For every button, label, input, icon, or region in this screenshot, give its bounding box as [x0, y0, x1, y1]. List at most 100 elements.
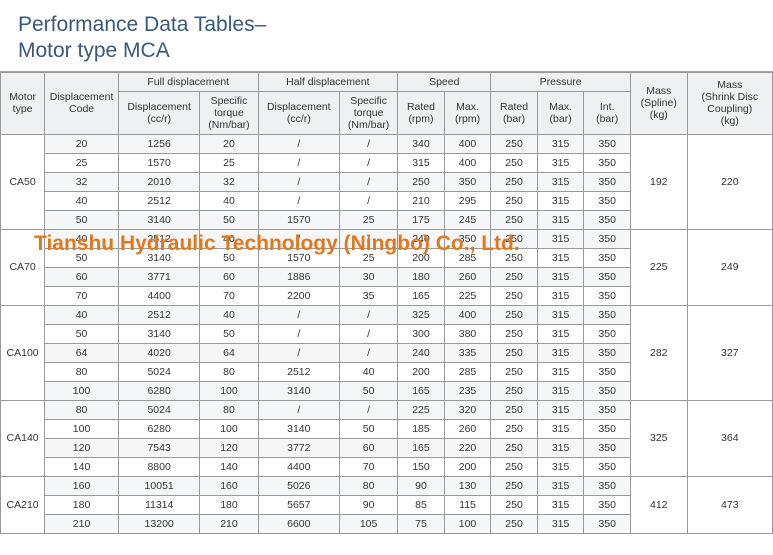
cell-rb: 250 — [491, 514, 538, 533]
cell-mb: 315 — [537, 362, 584, 381]
h-full-torque: Specifictorque(Nm/bar) — [200, 91, 258, 134]
cell-ft: 210 — [200, 514, 258, 533]
cell-rb: 250 — [491, 153, 538, 172]
cell-mb: 315 — [537, 286, 584, 305]
mass-spline-cell: 325 — [630, 400, 687, 476]
cell-hd: 1886 — [258, 267, 339, 286]
cell-ib: 350 — [584, 191, 631, 210]
cell-fd: 6280 — [118, 419, 199, 438]
cell-mr: 225 — [444, 286, 491, 305]
cell-code: 80 — [45, 400, 119, 419]
mass-spline-cell: 412 — [630, 476, 687, 533]
cell-mb: 315 — [537, 343, 584, 362]
cell-hd: / — [258, 305, 339, 324]
cell-hd: 3140 — [258, 419, 339, 438]
cell-hd: 3140 — [258, 381, 339, 400]
table-row: CA10040251240//325400250315350282327 — [1, 305, 773, 324]
h-mass-spline: Mass(Spline)(kg) — [630, 72, 687, 134]
cell-mr: 260 — [444, 267, 491, 286]
cell-ft: 160 — [200, 476, 258, 495]
cell-code: 50 — [45, 210, 119, 229]
cell-code: 100 — [45, 419, 119, 438]
cell-ht: 70 — [340, 457, 398, 476]
mass-shrink-cell: 220 — [687, 134, 772, 229]
cell-mb: 315 — [537, 134, 584, 153]
cell-ib: 350 — [584, 305, 631, 324]
cell-code: 80 — [45, 362, 119, 381]
cell-fd: 2512 — [118, 229, 199, 248]
performance-table: Motortype DisplacementCode Full displace… — [0, 72, 773, 534]
cell-hd: / — [258, 229, 339, 248]
cell-rr: 165 — [398, 381, 445, 400]
cell-mr: 100 — [444, 514, 491, 533]
mass-spline-cell: 225 — [630, 229, 687, 305]
cell-ht: / — [340, 172, 398, 191]
cell-code: 210 — [45, 514, 119, 533]
cell-ht: / — [340, 229, 398, 248]
cell-ft: 50 — [200, 248, 258, 267]
cell-code: 40 — [45, 229, 119, 248]
cell-ib: 350 — [584, 362, 631, 381]
cell-ft: 50 — [200, 324, 258, 343]
cell-ht: 50 — [340, 381, 398, 400]
cell-rr: 165 — [398, 438, 445, 457]
cell-mb: 315 — [537, 476, 584, 495]
cell-rr: 175 — [398, 210, 445, 229]
cell-ft: 50 — [200, 210, 258, 229]
cell-code: 64 — [45, 343, 119, 362]
cell-fd: 3140 — [118, 248, 199, 267]
h-full-disp: Full displacement — [118, 72, 258, 91]
cell-mr: 350 — [444, 172, 491, 191]
cell-rb: 250 — [491, 134, 538, 153]
cell-ft: 25 — [200, 153, 258, 172]
cell-code: 50 — [45, 324, 119, 343]
cell-mr: 400 — [444, 153, 491, 172]
cell-rr: 315 — [398, 153, 445, 172]
cell-rr: 165 — [398, 286, 445, 305]
cell-rb: 250 — [491, 267, 538, 286]
h-full-disp-cc: Displacement(cc/r) — [118, 91, 199, 134]
cell-rb: 250 — [491, 305, 538, 324]
cell-ht: / — [340, 343, 398, 362]
cell-mb: 315 — [537, 191, 584, 210]
cell-code: 160 — [45, 476, 119, 495]
cell-ib: 350 — [584, 324, 631, 343]
cell-hd: 1570 — [258, 248, 339, 267]
cell-ft: 60 — [200, 267, 258, 286]
cell-code: 70 — [45, 286, 119, 305]
cell-rr: 240 — [398, 229, 445, 248]
cell-rb: 250 — [491, 476, 538, 495]
cell-hd: 3772 — [258, 438, 339, 457]
cell-fd: 4400 — [118, 286, 199, 305]
cell-code: 25 — [45, 153, 119, 172]
cell-rb: 250 — [491, 343, 538, 362]
cell-ht: / — [340, 191, 398, 210]
cell-hd: 6600 — [258, 514, 339, 533]
cell-hd: 2200 — [258, 286, 339, 305]
cell-mb: 315 — [537, 419, 584, 438]
cell-ft: 40 — [200, 191, 258, 210]
cell-rb: 250 — [491, 362, 538, 381]
h-motor-type: Motortype — [1, 72, 45, 134]
cell-hd: / — [258, 324, 339, 343]
cell-mb: 315 — [537, 495, 584, 514]
cell-rb: 250 — [491, 438, 538, 457]
cell-fd: 3140 — [118, 210, 199, 229]
cell-fd: 3771 — [118, 267, 199, 286]
cell-ib: 350 — [584, 495, 631, 514]
title-line-1: Performance Data Tables– — [18, 12, 755, 38]
cell-ib: 350 — [584, 286, 631, 305]
cell-rr: 200 — [398, 362, 445, 381]
cell-mb: 315 — [537, 514, 584, 533]
cell-rr: 90 — [398, 476, 445, 495]
cell-mb: 315 — [537, 210, 584, 229]
cell-ht: 40 — [340, 362, 398, 381]
mass-spline-cell: 192 — [630, 134, 687, 229]
cell-ib: 350 — [584, 267, 631, 286]
cell-code: 32 — [45, 172, 119, 191]
cell-rb: 250 — [491, 248, 538, 267]
cell-rb: 250 — [491, 495, 538, 514]
cell-hd: 5657 — [258, 495, 339, 514]
h-disp-code: DisplacementCode — [45, 72, 119, 134]
cell-fd: 4020 — [118, 343, 199, 362]
